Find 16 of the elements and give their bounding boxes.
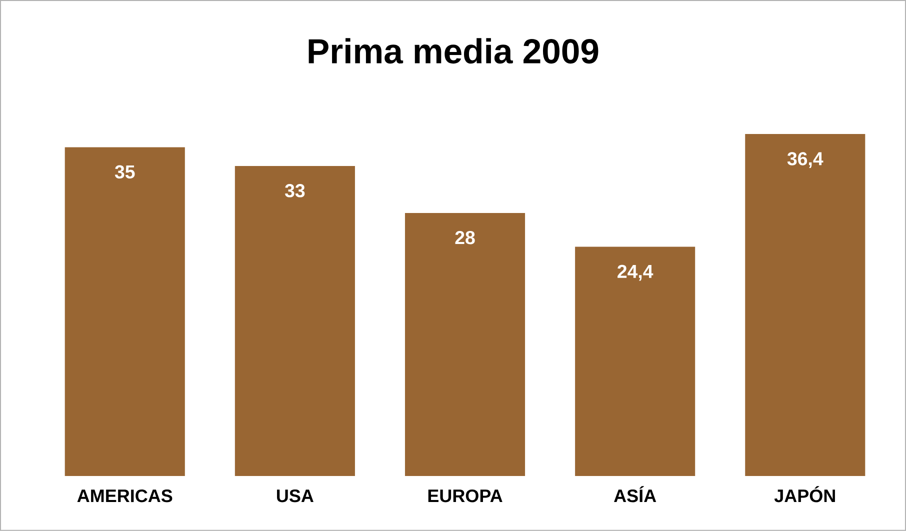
data-label: 33 bbox=[284, 184, 305, 198]
data-label: 36,4 bbox=[787, 152, 824, 168]
bar bbox=[575, 246, 696, 476]
x-tick-label: AMERICAS bbox=[77, 490, 172, 502]
x-tick-label: JAPÓN bbox=[774, 486, 835, 502]
data-label: 35 bbox=[114, 165, 135, 179]
chart-title: Prima media 2009 bbox=[308, 38, 598, 64]
x-tick-label: USA bbox=[277, 490, 314, 502]
data-label: 28 bbox=[455, 231, 475, 244]
bar bbox=[404, 213, 526, 476]
bar bbox=[234, 166, 355, 476]
bar bbox=[745, 134, 866, 476]
bar bbox=[64, 147, 185, 476]
x-tick-label: EUROPA bbox=[428, 490, 502, 502]
data-label: 24,4 bbox=[618, 264, 654, 281]
x-tick-label: ASÍA bbox=[614, 486, 656, 502]
